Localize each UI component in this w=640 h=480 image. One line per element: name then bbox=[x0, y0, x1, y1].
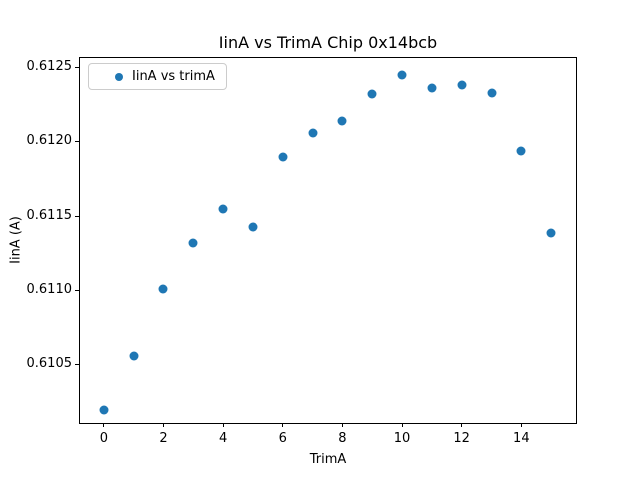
legend-label: IinA vs trimA bbox=[132, 69, 215, 84]
y-tick-label: 0.6120 bbox=[26, 133, 73, 149]
y-tick-label: 0.6105 bbox=[26, 356, 73, 372]
scatter-point bbox=[99, 405, 109, 415]
x-tick-label: 2 bbox=[159, 431, 168, 446]
x-tick bbox=[222, 423, 224, 427]
y-tick bbox=[75, 290, 79, 292]
y-tick-label: 0.6125 bbox=[26, 59, 73, 75]
scatter-point bbox=[248, 222, 258, 232]
scatter-point bbox=[218, 204, 228, 214]
scatter-point bbox=[427, 83, 437, 93]
scatter-point bbox=[158, 284, 168, 294]
scatter-point bbox=[516, 146, 526, 156]
scatter-point bbox=[367, 89, 377, 99]
x-tick bbox=[103, 423, 105, 427]
x-tick bbox=[520, 423, 522, 427]
x-tick bbox=[162, 423, 164, 427]
x-tick-label: 8 bbox=[338, 431, 347, 446]
scatter-point bbox=[457, 80, 467, 90]
scatter-point bbox=[129, 351, 139, 361]
x-tick bbox=[282, 423, 284, 427]
x-axis-label: TrimA bbox=[309, 452, 347, 467]
legend-marker-icon bbox=[115, 72, 123, 81]
x-tick bbox=[341, 423, 343, 427]
x-tick-label: 12 bbox=[453, 431, 470, 446]
y-tick-label: 0.6115 bbox=[26, 207, 73, 223]
y-tick bbox=[75, 67, 79, 69]
y-tick-label: 0.6110 bbox=[26, 282, 73, 298]
y-tick bbox=[75, 215, 79, 217]
x-tick-label: 4 bbox=[218, 431, 228, 446]
x-tick-label: 14 bbox=[513, 431, 530, 446]
x-tick-label: 10 bbox=[393, 431, 411, 446]
legend: IinA vs trimA bbox=[88, 63, 227, 90]
plot-area: IinA vs trimA 0 2 4 6 8 10 12 14 0.6105 0.6110 0.6… bbox=[27, 57, 577, 446]
x-tick bbox=[461, 423, 463, 427]
x-tick-label: 0 bbox=[99, 431, 108, 446]
y-tick bbox=[75, 364, 79, 366]
x-tick bbox=[401, 423, 403, 427]
scatter-point bbox=[188, 238, 198, 248]
scatter-point bbox=[278, 152, 288, 162]
chart-title: IinA vs TrimA Chip 0x14bcb bbox=[218, 33, 438, 52]
scatter-point bbox=[487, 88, 497, 98]
scatter-point bbox=[337, 116, 347, 126]
y-axis-label: IinA (A) bbox=[8, 216, 24, 264]
scatter-point bbox=[308, 128, 318, 138]
scatter-point bbox=[546, 228, 556, 238]
y-tick bbox=[75, 141, 79, 143]
x-tick-label: 6 bbox=[278, 431, 287, 446]
scatter-point bbox=[397, 70, 407, 80]
